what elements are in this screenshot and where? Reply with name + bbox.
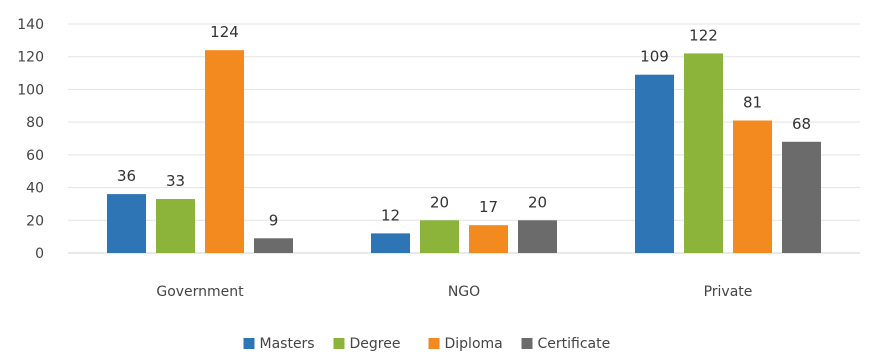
legend-swatch-diploma — [428, 338, 440, 349]
legend-swatch-certificate — [521, 338, 533, 349]
y-tick-label-0: 0 — [35, 246, 44, 262]
data-label-ngo-diploma: 17 — [479, 198, 498, 216]
legend-item-masters: Masters — [243, 336, 315, 352]
legend-item-certificate: Certificate — [521, 336, 611, 352]
data-label-ngo-masters: 12 — [381, 206, 400, 224]
bar-private-degree — [684, 53, 723, 253]
data-label-government-masters: 36 — [117, 167, 136, 185]
data-label-private-degree: 122 — [689, 26, 718, 44]
bar-government-certificate — [254, 238, 293, 253]
y-tick-label-140: 140 — [17, 17, 44, 33]
bars — [107, 50, 821, 253]
x-category-label-private: Private — [704, 284, 753, 300]
data-label-private-diploma: 81 — [743, 94, 762, 112]
data-label-ngo-certificate: 20 — [528, 193, 547, 211]
y-tick-label-120: 120 — [17, 50, 44, 66]
bar-government-degree — [156, 199, 195, 253]
bar-private-certificate — [782, 141, 821, 253]
legend-item-diploma: Diploma — [428, 336, 503, 352]
bar-ngo-masters — [371, 233, 410, 253]
x-category-label-government: Government — [156, 284, 244, 300]
data-label-government-diploma: 124 — [210, 23, 239, 41]
bar-ngo-certificate — [518, 220, 557, 253]
gridlines — [68, 23, 860, 254]
legend-label-diploma: Diploma — [445, 336, 503, 352]
y-tick-label-60: 60 — [26, 148, 44, 164]
y-axis-ticks: 0 20 40 60 80 100 120 140 — [17, 17, 44, 262]
bar-government-masters — [107, 194, 146, 253]
legend-item-degree: Degree — [333, 336, 401, 352]
data-label-government-certificate: 9 — [269, 211, 279, 229]
legend-swatch-masters — [243, 338, 255, 349]
bar-ngo-degree — [420, 220, 459, 253]
data-label-government-degree: 33 — [166, 172, 185, 190]
y-tick-label-40: 40 — [26, 181, 44, 197]
legend-label-degree: Degree — [350, 336, 401, 352]
x-axis-categories: Government NGO Private — [156, 284, 752, 300]
data-labels: 36 33 124 9 12 20 17 20 109 122 81 68 — [117, 23, 811, 229]
legend: Masters Degree Diploma Certificate — [243, 336, 611, 352]
y-tick-label-20: 20 — [26, 213, 44, 229]
x-category-label-ngo: NGO — [448, 284, 480, 300]
data-label-ngo-degree: 20 — [430, 193, 449, 211]
bar-government-diploma — [205, 50, 244, 253]
data-label-private-masters: 109 — [640, 48, 669, 66]
data-label-private-certificate: 68 — [792, 115, 811, 133]
y-tick-label-100: 100 — [17, 82, 44, 98]
legend-label-certificate: Certificate — [538, 336, 611, 352]
legend-label-masters: Masters — [260, 336, 315, 352]
bar-ngo-diploma — [469, 225, 508, 253]
bar-private-masters — [635, 74, 674, 253]
y-tick-label-80: 80 — [26, 115, 44, 131]
bar-private-diploma — [733, 120, 772, 253]
legend-swatch-degree — [333, 338, 345, 349]
